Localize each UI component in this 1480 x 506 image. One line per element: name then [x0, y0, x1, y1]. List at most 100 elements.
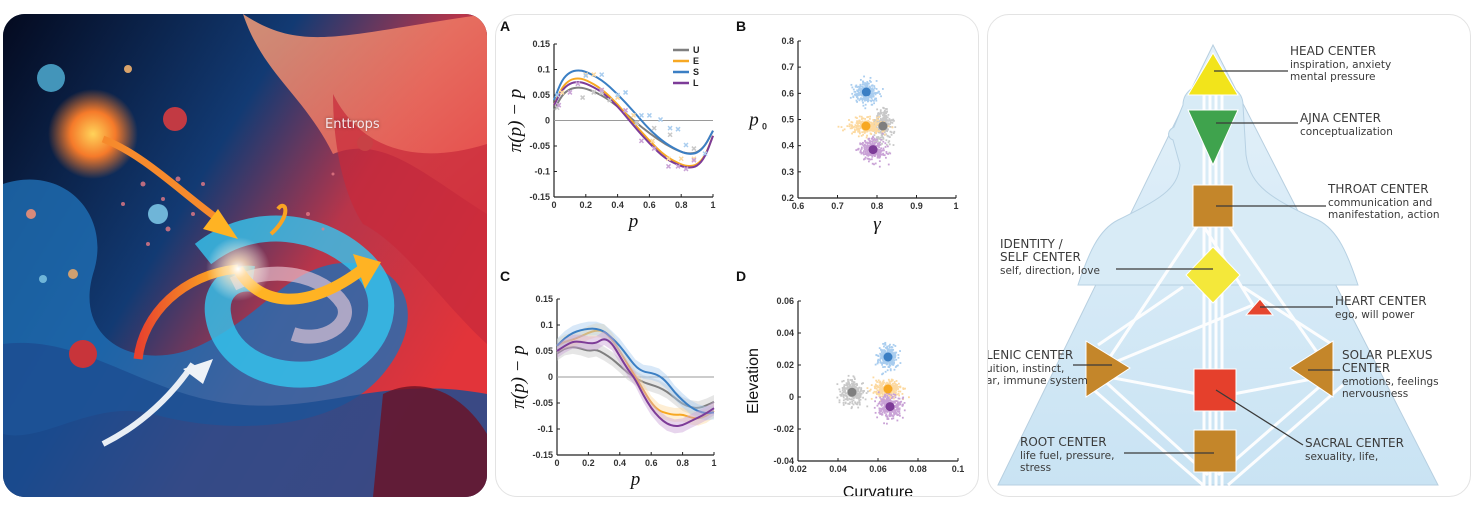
scatter-point-U [843, 384, 846, 386]
scatter-point-L [863, 158, 866, 160]
scatter-point-L [872, 139, 875, 141]
scatter-point-S [866, 83, 869, 85]
scatter-point-S [864, 107, 867, 110]
root-center-shape[interactable] [1193, 429, 1237, 473]
scatter-point-S [874, 363, 877, 366]
scatter-point-S [868, 82, 870, 85]
sacral-center-description: sexuality, life, [1305, 451, 1378, 463]
scatter-point-U [879, 136, 882, 139]
splenic-center-shape[interactable] [1085, 340, 1131, 398]
scatter-point-U [844, 391, 847, 394]
y-tick-label: 0.3 [781, 167, 794, 177]
scatter-point-S [862, 101, 864, 104]
scatter-point-E [858, 119, 861, 122]
scatter-point-L [895, 400, 898, 402]
scatter-point-U [878, 137, 881, 140]
scatter-point-U [846, 397, 849, 399]
scatter-point-L [861, 143, 864, 146]
scatter-point-S [890, 353, 893, 356]
scatter-point-L [896, 410, 899, 413]
scatter-point-L [885, 156, 887, 159]
scatter-point-S [884, 360, 887, 363]
ajna-center-shape[interactable] [1187, 109, 1239, 167]
scatter-point-E [892, 397, 895, 400]
scatter-point-L [860, 152, 863, 155]
scatter-point-L [889, 152, 892, 155]
scatter-point-L [883, 403, 886, 405]
head-center-shape[interactable] [1187, 52, 1239, 96]
scatter-point-L [890, 394, 893, 397]
scatter-point-E [876, 127, 879, 130]
scatter-point-L [866, 152, 869, 155]
scatter-point-U [856, 390, 859, 393]
solar-center-shape[interactable] [1289, 340, 1334, 398]
data-marker-E [691, 156, 697, 162]
scatter-point-L [882, 399, 885, 402]
scatter-point-U [886, 127, 888, 130]
scatter-point-E [870, 384, 873, 387]
scatter-point-E [856, 117, 858, 119]
scatter-point-E [867, 119, 870, 122]
scatter-point-U [883, 115, 886, 118]
scatter-point-E [850, 121, 853, 123]
scatter-point-S [874, 93, 877, 96]
scatter-point-E [893, 386, 896, 389]
scatter-point-S [874, 92, 877, 95]
scatter-point-S [856, 94, 858, 97]
scatter-point-U [845, 394, 848, 397]
scatter-point-E [858, 131, 861, 134]
scatter-point-L [892, 401, 894, 404]
scatter-point-U [860, 392, 863, 395]
y-axis-label-subscript: 0 [762, 122, 767, 132]
scatter-point-L [867, 146, 870, 149]
scatter-point-S [882, 356, 885, 359]
scatter-point-E [896, 386, 898, 389]
scatter-point-U [862, 390, 864, 392]
scatter-point-S [864, 99, 866, 102]
scatter-point-E [881, 395, 884, 398]
scatter-point-L [873, 153, 876, 156]
scatter-point-S [891, 351, 894, 354]
scatter-point-L [887, 396, 890, 399]
scatter-point-U [886, 110, 889, 113]
scatter-point-U [886, 116, 889, 119]
scatter-point-U [885, 118, 888, 121]
scatter-point-L [879, 410, 881, 413]
scatter-point-L [862, 142, 864, 144]
scatter-point-L [872, 135, 874, 138]
scatter-point-U [886, 123, 889, 126]
scatter-point-U [846, 382, 848, 385]
data-marker-S [702, 151, 708, 157]
scatter-point-S [875, 80, 878, 82]
centroid-E [861, 121, 871, 131]
scatter-point-S [895, 351, 898, 354]
scatter-point-S [892, 357, 894, 360]
scatter-point-L [883, 401, 886, 404]
scatter-point-S [879, 361, 882, 364]
identity-center-shape[interactable] [1185, 246, 1241, 304]
scatter-point-S [876, 91, 879, 94]
scatter-point-L [875, 141, 878, 144]
scatter-point-E [881, 381, 884, 384]
scatter-point-S [891, 346, 894, 349]
scatter-point-L [882, 140, 885, 143]
scatter-point-L [874, 162, 877, 165]
scatter-point-L [859, 150, 862, 153]
data-marker-U [691, 146, 697, 152]
x-tick-label: 0.08 [909, 464, 927, 474]
scatter-point-S [871, 88, 874, 91]
scatter-point-E [891, 126, 894, 129]
scatter-point-L [894, 410, 897, 413]
scatter-point-E [857, 135, 860, 138]
scatter-point-L [899, 403, 902, 406]
scatter-point-E [872, 130, 875, 132]
scatter-point-U [860, 388, 863, 391]
scatter-point-L [893, 413, 896, 416]
sacral-center-shape[interactable] [1193, 368, 1237, 412]
scatter-point-E [852, 126, 855, 129]
scatter-point-L [891, 414, 894, 417]
scatter-point-E [891, 384, 894, 387]
scatter-point-E [858, 127, 861, 130]
scatter-point-L [885, 399, 888, 402]
scatter-point-S [894, 345, 897, 347]
